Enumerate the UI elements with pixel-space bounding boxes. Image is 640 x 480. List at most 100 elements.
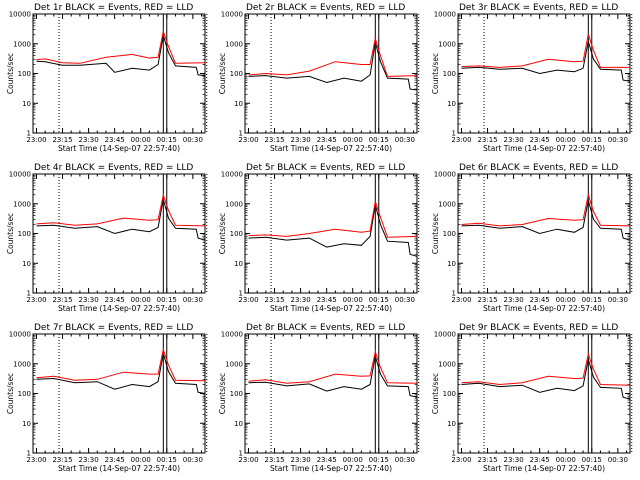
- series-lld: [248, 350, 418, 384]
- x-tick-label: 23:15: [52, 296, 72, 304]
- y-tick-label: 1: [239, 450, 243, 458]
- x-axis-label: Start Time (14-Sep-07 22:57:40): [58, 304, 180, 313]
- panel-det-4r: Det 4r BLACK = Events, RED = LLD 1 10 100 10…: [6, 163, 208, 313]
- panel-det-2r: Det 2r BLACK = Events, RED = LLD 1 10 100 10…: [218, 3, 420, 153]
- y-tick-label: 1: [239, 290, 243, 298]
- series-events: [248, 42, 418, 91]
- x-tick-label: 23:00: [26, 136, 46, 144]
- x-tick-label: 23:30: [504, 456, 524, 464]
- y-tick-label: 10: [234, 420, 243, 428]
- x-axis-label: Start Time (14-Sep-07 22:57:40): [58, 464, 180, 473]
- series-events: [461, 359, 631, 400]
- y-tick-label: 1: [27, 290, 31, 298]
- x-tick-label: 23:15: [52, 136, 72, 144]
- y-tick-label: 1: [27, 450, 31, 458]
- x-tick-label: 00:30: [395, 456, 415, 464]
- y-tick-label: 10: [447, 260, 456, 268]
- x-tick-label: 00:00: [131, 136, 151, 144]
- x-tick-label: 23:30: [504, 136, 524, 144]
- x-tick-label: 00:30: [608, 456, 628, 464]
- x-tick-label: 23:15: [264, 136, 284, 144]
- y-axis-label: Counts/sec: [6, 53, 15, 94]
- x-tick-label: 23:00: [26, 456, 46, 464]
- y-tick-label: 10000: [434, 11, 456, 19]
- y-axis-label: Counts/sec: [218, 53, 227, 94]
- y-tick-label: 10000: [9, 331, 31, 339]
- y-tick-label: 10000: [9, 171, 31, 179]
- x-tick-label: 23:45: [530, 136, 550, 144]
- panel-det-1r: Det 1r BLACK = Events, RED = LLD 1 10 100 10…: [6, 3, 208, 153]
- x-tick-label: 23:00: [238, 136, 258, 144]
- series-lld: [461, 34, 630, 68]
- x-tick-label: 23:15: [52, 456, 72, 464]
- x-tick-label: 23:00: [238, 296, 258, 304]
- y-tick-label: 100: [230, 70, 243, 78]
- panel-det-8r: Det 8r BLACK = Events, RED = LLD 1 10 100 10…: [218, 323, 420, 473]
- y-tick-label: 1: [27, 130, 31, 138]
- y-tick-label: 1: [452, 450, 456, 458]
- x-tick-label: 23:30: [504, 296, 524, 304]
- x-tick-label: 23:00: [451, 296, 471, 304]
- plot-frame: [457, 13, 631, 134]
- x-tick-label: 00:30: [395, 136, 415, 144]
- x-tick-label: 00:00: [131, 456, 151, 464]
- y-tick-label: 100: [443, 70, 456, 78]
- x-tick-label: 00:00: [343, 136, 363, 144]
- x-tick-label: 00:30: [183, 136, 203, 144]
- panel-title: Det 2r BLACK = Events, RED = LLD: [246, 3, 405, 13]
- panel-title: Det 6r BLACK = Events, RED = LLD: [459, 163, 618, 173]
- y-tick-label: 1000: [438, 200, 456, 208]
- x-tick-label: 23:15: [477, 456, 497, 464]
- y-tick-label: 10000: [9, 11, 31, 19]
- x-axis-label: Start Time (14-Sep-07 22:57:40): [483, 304, 605, 313]
- y-axis-label: Counts/sec: [218, 213, 227, 254]
- panel-det-6r: Det 6r BLACK = Events, RED = LLD 1 10 100 10…: [431, 163, 633, 313]
- y-axis-label: Counts/sec: [6, 213, 15, 254]
- x-tick-label: 00:30: [395, 296, 415, 304]
- series-lld: [36, 347, 206, 382]
- x-tick-label: 23:30: [79, 456, 99, 464]
- series-events: [36, 199, 206, 241]
- x-tick-label: 23:45: [530, 296, 550, 304]
- series-events: [36, 353, 206, 394]
- series-lld: [461, 192, 631, 227]
- x-tick-label: 23:45: [105, 296, 125, 304]
- y-tick-label: 1000: [225, 200, 243, 208]
- panel-title: Det 4r BLACK = Events, RED = LLD: [34, 163, 193, 173]
- series-lld: [248, 38, 418, 77]
- x-tick-label: 23:15: [477, 296, 497, 304]
- x-tick-label: 00:15: [157, 296, 177, 304]
- x-tick-label: 23:45: [105, 456, 125, 464]
- x-axis-label: Start Time (14-Sep-07 22:57:40): [270, 304, 392, 313]
- panel-det-9r: Det 9r BLACK = Events, RED = LLD 1 10 100 10…: [431, 323, 633, 473]
- x-tick-label: 23:00: [451, 136, 471, 144]
- x-tick-label: 00:30: [183, 296, 203, 304]
- y-tick-label: 100: [230, 390, 243, 398]
- x-tick-label: 23:00: [451, 456, 471, 464]
- x-tick-label: 00:00: [556, 136, 576, 144]
- y-tick-label: 10000: [434, 171, 456, 179]
- panel-title: Det 8r BLACK = Events, RED = LLD: [246, 323, 405, 333]
- y-tick-label: 1000: [225, 360, 243, 368]
- x-tick-label: 00:15: [369, 456, 389, 464]
- x-tick-label: 00:00: [343, 296, 363, 304]
- x-axis-label: Start Time (14-Sep-07 22:57:40): [270, 144, 392, 153]
- y-tick-label: 10: [22, 260, 31, 268]
- series-lld: [36, 29, 206, 64]
- x-tick-label: 00:15: [582, 456, 602, 464]
- x-tick-label: 23:30: [291, 136, 311, 144]
- series-lld: [248, 201, 418, 238]
- y-tick-label: 10: [234, 100, 243, 108]
- x-tick-label: 23:45: [317, 456, 337, 464]
- y-tick-label: 1000: [13, 360, 31, 368]
- x-tick-label: 00:00: [343, 456, 363, 464]
- series-events: [461, 41, 631, 82]
- y-tick-label: 10000: [434, 331, 456, 339]
- panel-title: Det 3r BLACK = Events, RED = LLD: [459, 3, 618, 13]
- x-tick-label: 00:15: [582, 296, 602, 304]
- y-tick-label: 100: [18, 70, 31, 78]
- y-tick-label: 1000: [438, 360, 456, 368]
- y-tick-label: 100: [443, 390, 456, 398]
- y-tick-label: 1000: [13, 200, 31, 208]
